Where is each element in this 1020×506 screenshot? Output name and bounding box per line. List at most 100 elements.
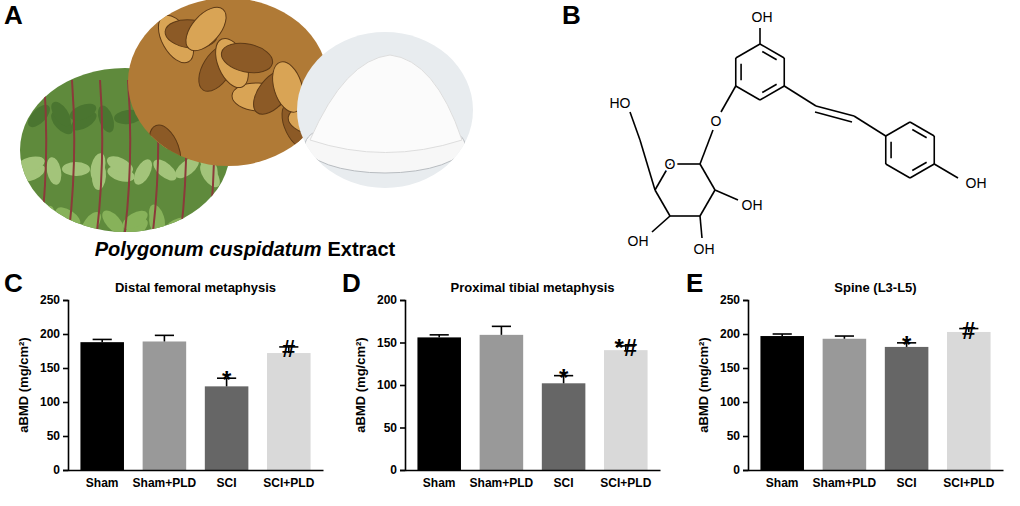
x-tick-label: SCI+PLD (263, 476, 314, 490)
bar-chart: *#050100150200250ShamSham+PLDSCISCI+PLDS… (696, 280, 1004, 490)
error-cap (430, 334, 449, 336)
x-tick-label: Sham+PLD (133, 476, 197, 490)
x-tick-label: SCI (897, 476, 917, 490)
error-stem (501, 326, 503, 335)
y-tick-mark (63, 368, 68, 370)
bar (885, 347, 929, 470)
error-bar (492, 326, 511, 335)
marks (417, 326, 647, 470)
y-tick-label: 250 (40, 293, 60, 307)
x-tick-label: Sham (423, 476, 456, 490)
y-tick: 200 (720, 327, 748, 341)
bond (630, 112, 640, 140)
y-tick: 150 (40, 361, 68, 375)
y-tick-label: 50 (47, 429, 61, 443)
x-tick: SCI+PLD (600, 470, 651, 490)
y-tick-label: 50 (384, 421, 398, 435)
leaf (119, 207, 150, 233)
leaf (16, 154, 47, 174)
bond (700, 130, 713, 164)
error-cap (155, 335, 174, 337)
bond (933, 136, 935, 164)
y-axis: 050100150200 (377, 293, 406, 477)
x-tick-label: SCI (554, 476, 574, 490)
y-tick: 0 (53, 463, 68, 477)
x-tick: SCI (217, 470, 237, 490)
significance: * (559, 364, 569, 391)
y-tick-mark (743, 300, 748, 302)
x-tick: Sham (86, 470, 119, 490)
bar-chart: **#050100150200ShamSham+PLDSCISCI+PLDPro… (353, 280, 661, 490)
bond (640, 140, 655, 190)
bond (885, 136, 887, 164)
stem (68, 80, 74, 240)
error-bar (773, 334, 792, 336)
bond (784, 86, 816, 106)
x-tick: Sham (423, 470, 456, 490)
y-tick: 0 (390, 463, 405, 477)
leaf (34, 203, 57, 234)
bar (947, 332, 991, 470)
bond (735, 58, 737, 86)
bond (783, 58, 785, 86)
leaf (146, 203, 168, 234)
atom-label: OH (752, 9, 773, 25)
x-tick-label: SCI+PLD (600, 476, 651, 490)
x-tick-label: Sham (86, 476, 119, 490)
double-bond (912, 129, 926, 137)
bar (760, 336, 804, 470)
root-slice (219, 39, 276, 77)
y-tick-mark (743, 402, 748, 404)
leaf (130, 156, 156, 187)
significance: # (282, 335, 295, 362)
significance: * (222, 366, 232, 393)
chart-title: Proximal tibial metaphysis (450, 280, 614, 295)
bar (542, 383, 586, 470)
y-tick-mark (400, 385, 405, 387)
error-bar (93, 339, 112, 342)
panel-label: E (686, 268, 703, 298)
y-tick: 250 (40, 293, 68, 307)
bond (759, 28, 761, 44)
stem (40, 80, 46, 240)
leaf (150, 156, 180, 185)
double-bond (762, 51, 776, 59)
leaf (88, 152, 108, 182)
bond (910, 164, 934, 178)
bond (715, 190, 738, 200)
y-tick-label: 250 (720, 293, 740, 307)
y-tick: 50 (384, 421, 405, 435)
y-tick-mark (63, 300, 68, 302)
marks (80, 335, 310, 470)
y-tick-mark (743, 470, 748, 472)
y-tick-label: 0 (53, 463, 60, 477)
leaf (62, 162, 90, 176)
x-tick: Sham+PLD (813, 470, 877, 490)
bar (267, 353, 311, 470)
marks (760, 329, 990, 470)
x-tick-label: SCI+PLD (943, 476, 994, 490)
y-tick: 150 (377, 336, 405, 350)
error-bar (155, 335, 174, 341)
y-tick-label: 150 (40, 361, 60, 375)
bond (760, 86, 784, 100)
structure (630, 28, 958, 238)
y-tick-mark (63, 470, 68, 472)
y-tick-mark (400, 300, 405, 302)
double-bond (740, 64, 742, 81)
y-axis-line (63, 301, 69, 471)
atom-label: HO (610, 95, 631, 111)
y-tick-mark (743, 368, 748, 370)
y-axis-line (400, 301, 406, 471)
x-axis: Sham Sham+PLD SCI SCI+PLD (69, 470, 324, 490)
bond (700, 190, 715, 216)
y-tick: 50 (727, 429, 748, 443)
y-tick-label: 150 (720, 361, 740, 375)
y-tick-mark (63, 436, 68, 438)
atom-label: O (711, 113, 722, 129)
bar (143, 341, 187, 470)
y-tick: 0 (733, 463, 748, 477)
bar (205, 386, 249, 470)
panel-label: C (4, 268, 23, 298)
dish-bg (290, 25, 480, 195)
